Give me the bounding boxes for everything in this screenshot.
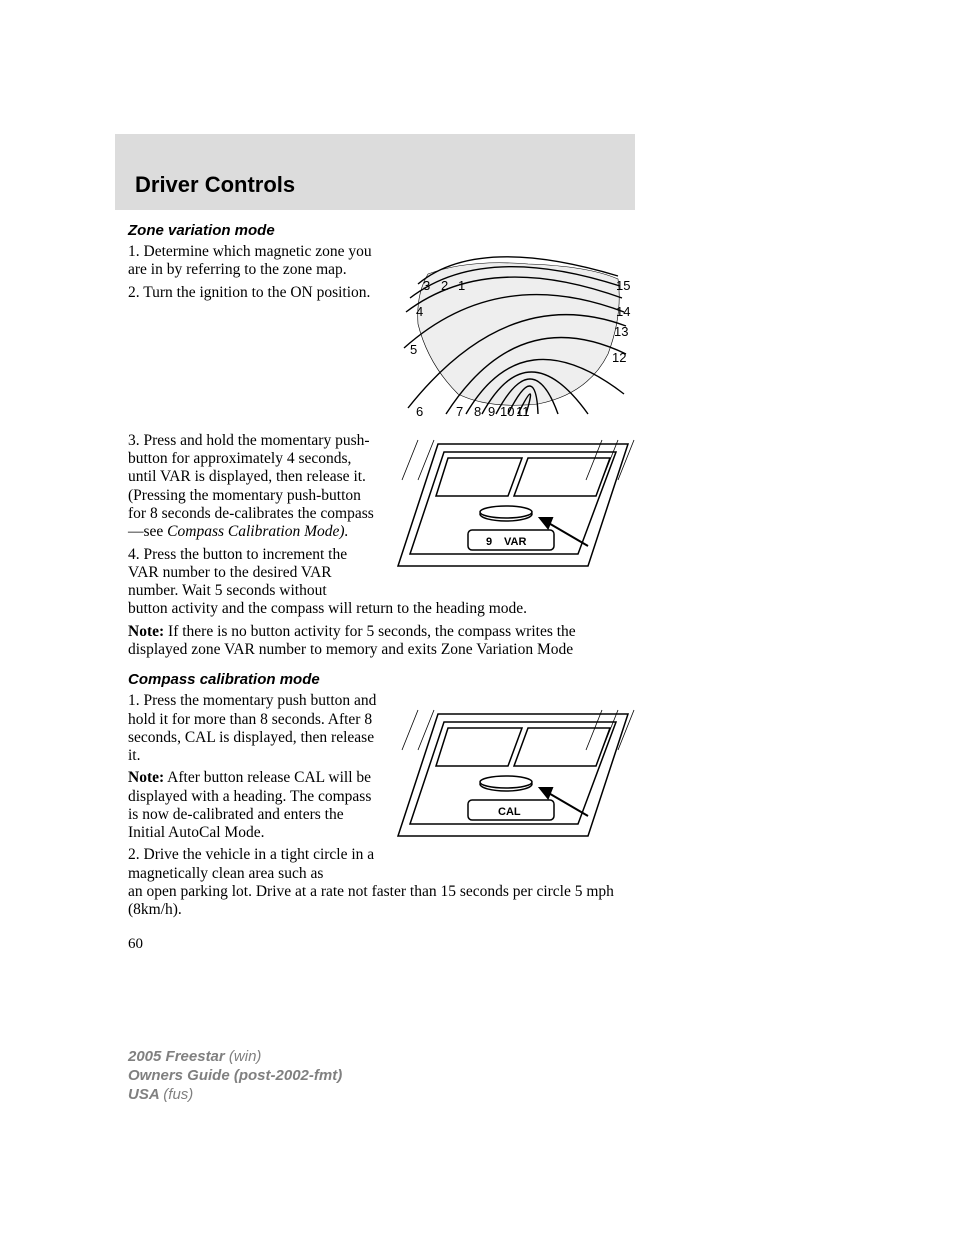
zone-4: 4 — [416, 304, 423, 319]
note-1: Note: If there is no button activity for… — [128, 623, 638, 660]
page-number: 60 — [128, 936, 143, 953]
footer-line-2: Owners Guide (post-2002-fmt) — [128, 1067, 342, 1086]
zone-5: 5 — [410, 342, 417, 357]
var-display-label: VAR — [504, 536, 526, 548]
zone-1: 1 — [458, 278, 465, 293]
footer-vehicle: 2005 Freestar — [128, 1048, 229, 1065]
zone-14: 14 — [616, 304, 630, 319]
zone-6: 6 — [416, 404, 423, 419]
zone-8: 8 — [474, 404, 481, 419]
console-var-svg: 9 VAR — [388, 436, 640, 576]
zone-7: 7 — [456, 404, 463, 419]
console-var-figure: 9 VAR — [388, 436, 640, 576]
console-cal-svg: CAL — [388, 706, 640, 846]
s2-note-body: After button release CAL will be display… — [128, 769, 371, 841]
footer-market-code: (fus) — [163, 1086, 193, 1103]
s2-step-2: 2. Drive the vehicle in a tight circle i… — [128, 846, 638, 919]
note-body: If there is no button activity for 5 sec… — [128, 623, 576, 658]
zone-12: 12 — [612, 350, 626, 365]
section-header-title: Driver Controls — [135, 172, 295, 198]
heading-compass-calibration: Compass calibration mode — [128, 671, 638, 688]
zone-map-svg: 1 2 3 4 5 6 7 8 9 10 11 12 13 14 15 — [388, 254, 640, 426]
footer-market: USA — [128, 1086, 163, 1103]
zone-10: 10 — [500, 404, 514, 419]
zone-11: 11 — [516, 404, 530, 419]
cal-display-label: CAL — [498, 806, 521, 818]
note-label: Note: — [128, 623, 164, 640]
step-1-text: 1. Determine which magnetic zone you are… — [128, 243, 378, 280]
s2-note-label: Note: — [128, 769, 164, 786]
zone-3: 3 — [423, 278, 430, 293]
section-header-bar: Driver Controls — [115, 134, 635, 210]
console-cal-figure: CAL — [388, 706, 640, 846]
footer: 2005 Freestar (win) Owners Guide (post-2… — [128, 1048, 342, 1104]
zone-13: 13 — [614, 324, 628, 339]
zone-map-figure: 1 2 3 4 5 6 7 8 9 10 11 12 13 14 15 — [388, 254, 640, 426]
s2-step-1: 1. Press the momentary push button and h… — [128, 692, 378, 765]
var-display-num: 9 — [486, 536, 492, 548]
s2-note: Note: After button release CAL will be d… — [128, 769, 378, 842]
step-2-text: 2. Turn the ignition to the ON position. — [128, 284, 378, 302]
zone-15: 15 — [616, 278, 630, 293]
zone-2: 2 — [441, 278, 448, 293]
footer-vehicle-code: (win) — [229, 1048, 262, 1065]
step-3-text: 3. Press and hold the momentary push-but… — [128, 432, 378, 542]
footer-line-1: 2005 Freestar (win) — [128, 1048, 342, 1067]
step-3-ref: Compass Calibration Mode). — [167, 523, 348, 540]
footer-line-3: USA (fus) — [128, 1086, 342, 1105]
heading-zone-variation: Zone variation mode — [128, 222, 638, 239]
zone-9: 9 — [488, 404, 495, 419]
